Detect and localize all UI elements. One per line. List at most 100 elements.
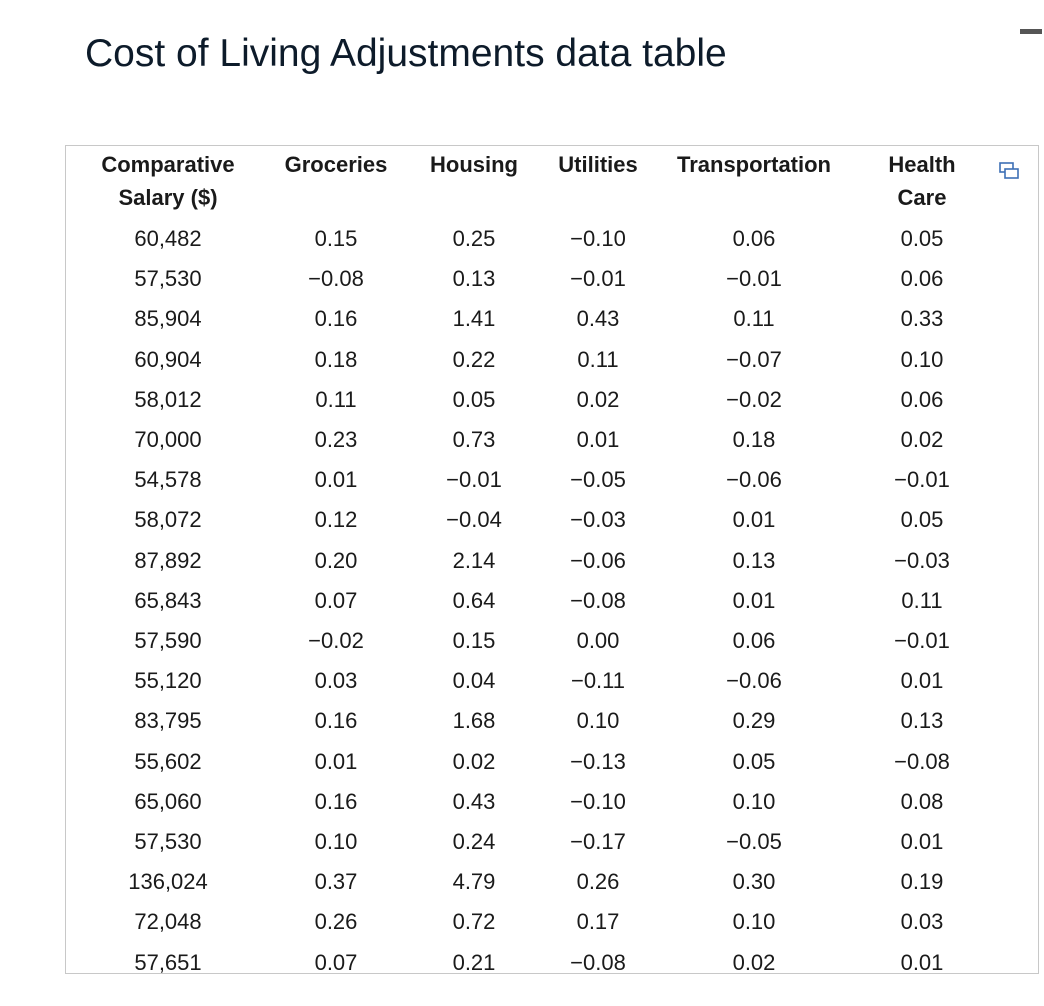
table-cell: 0.17 [576,909,620,935]
table-cell: 0.01 [732,507,776,533]
table-cell: −0.01 [726,266,782,292]
table-cell: 57,651 [134,949,202,975]
table-cell: 0.01 [732,587,776,613]
table-cell: 0.10 [732,909,776,935]
table-cell: 0.19 [900,869,944,895]
table-cell: 0.07 [314,949,358,975]
table-cell: 0.15 [452,628,496,653]
table-cell: 4.79 [452,869,496,895]
table-cell: 0.24 [452,829,496,854]
table-cell: 0.16 [314,306,358,332]
table-cell: 0.25 [452,226,496,251]
table-cell: −0.02 [308,628,364,653]
table-cell: −0.10 [570,788,626,814]
table-cell: 0.18 [314,346,358,372]
table-cell: 0.05 [900,226,944,251]
table-cell: −0.05 [726,829,782,854]
table-cell: 55,120 [134,668,202,694]
table-cell: 65,843 [134,587,202,613]
table-cell: −0.08 [570,587,626,613]
table-cell: 58,072 [134,507,202,533]
column-header: Comparative Salary ($) [101,152,235,210]
table-cell: 0.02 [732,949,776,975]
table-cell: 0.18 [732,427,776,452]
table-cell: 54,578 [134,467,202,493]
table-cell: −0.01 [894,467,950,493]
table-cell: 57,530 [134,266,202,292]
table-cell: 0.13 [452,266,496,292]
table-box [65,145,1039,974]
table-cell: −0.17 [570,829,626,854]
table-cell: 0.00 [576,628,620,653]
table-cell: 70,000 [134,427,202,452]
table-cell: −0.02 [726,386,782,412]
table-cell: 0.11 [577,346,619,372]
table-cell: 1.41 [452,306,496,332]
table-cell: 0.10 [576,708,620,734]
table-cell: −0.08 [308,266,364,292]
table-cell: 0.15 [314,226,358,251]
table-cell: 0.01 [314,467,358,493]
table-cell: −0.08 [894,748,950,774]
table-cell: 0.06 [732,226,776,251]
table-cell: 57,590 [134,628,202,653]
table-cell: 0.43 [452,788,496,814]
table-cell: 0.03 [900,909,944,935]
table-cell: 0.23 [314,427,358,452]
table-cell: 0.07 [314,587,358,613]
table-cell: 0.06 [900,386,944,412]
table-cell: 0.37 [314,869,358,895]
table-cell: 65,060 [134,788,202,814]
table-cell: 0.06 [732,628,776,653]
table-cell: 0.04 [452,668,496,694]
table-cell: 0.01 [576,427,620,452]
table-cell: 0.01 [900,829,944,854]
table-cell: −0.06 [726,668,782,694]
table-cell: 0.02 [452,748,496,774]
table-cell: −0.01 [446,467,502,493]
table-cell: −0.04 [446,507,502,533]
table-cell: 0.10 [732,788,776,814]
table-cell: 0.13 [900,708,944,734]
table-cell: 85,904 [134,306,202,332]
table-cell: 0.10 [314,829,358,854]
column-header: Health Care [888,152,956,210]
table-cell: −0.10 [570,226,626,251]
column-header: Housing [430,152,518,177]
table-cell: 0.16 [314,708,358,734]
table-cell: 0.16 [314,788,358,814]
table-cell: 83,795 [134,708,202,734]
table-cell: 0.29 [732,708,776,734]
table-cell: 0.43 [576,306,620,332]
table-cell: 0.08 [900,788,944,814]
table-cell: 0.13 [732,547,776,573]
table-cell: 0.21 [452,949,496,975]
table-cell: −0.08 [570,949,626,975]
table-cell: 60,482 [134,226,202,251]
table-cell: 60,904 [134,346,202,372]
column-header: Transportation [676,152,831,177]
table-cell: 1.68 [452,708,496,734]
window-control[interactable] [1020,29,1042,34]
table-cell: 0.02 [576,386,620,412]
table-cell: 0.33 [900,306,944,332]
table-cell: 0.02 [900,427,944,452]
table-cell: −0.03 [894,547,950,573]
table-cell: −0.11 [570,668,626,694]
table-cell: −0.01 [570,266,626,292]
copy-icon[interactable] [998,160,1020,180]
table-cell: 0.12 [314,507,358,533]
table-cell: 0.01 [900,668,944,694]
table-cell: 2.14 [452,547,496,573]
table-cell: 0.22 [452,346,496,372]
table-cell: 58,012 [134,386,202,412]
table-cell: 0.72 [452,909,496,935]
column-header: Groceries [284,152,388,177]
table-cell: 136,024 [128,869,208,895]
table-cell: −0.05 [570,467,626,493]
table-cell: −0.06 [726,467,782,493]
table-cell: 87,892 [134,547,202,573]
table-cell: 0.05 [732,748,776,774]
table-cell: 0.10 [900,346,944,372]
